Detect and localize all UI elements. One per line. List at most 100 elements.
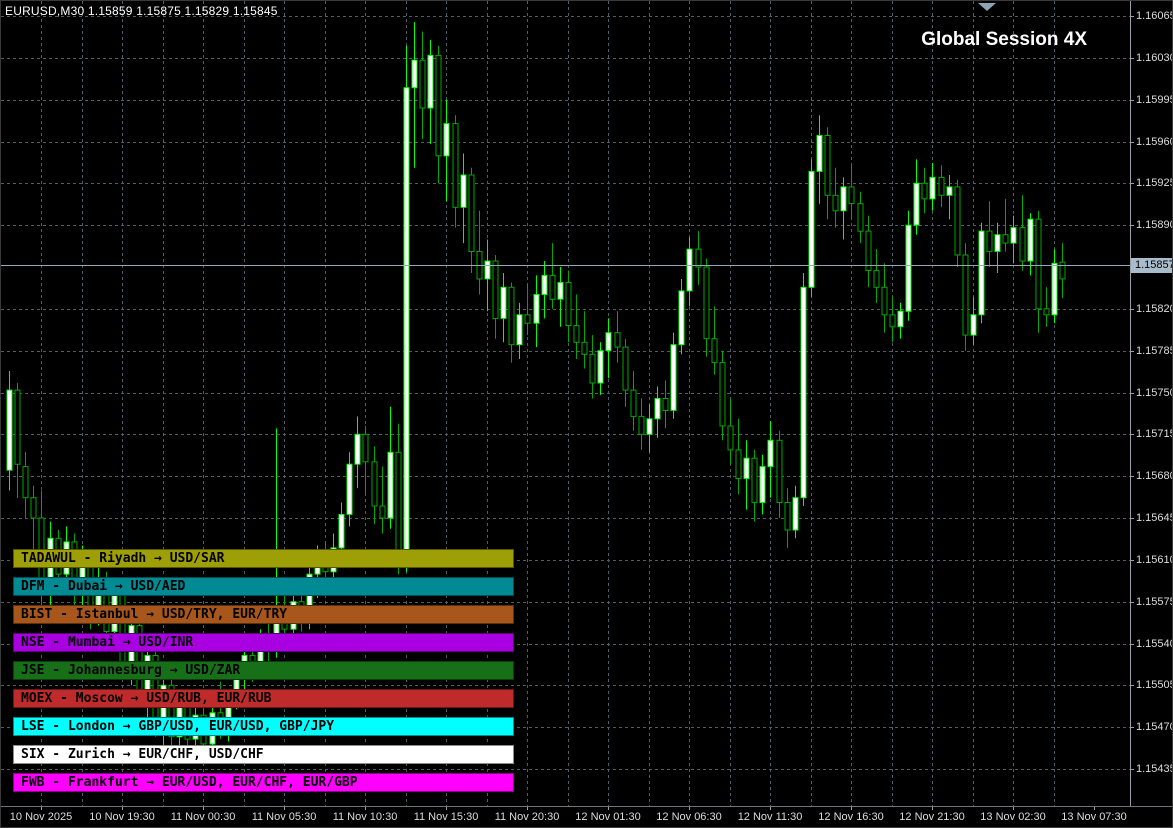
- time-axis-tick: [527, 807, 528, 810]
- candlestick-canvas[interactable]: [1, 1, 1130, 806]
- candle-body: [792, 497, 799, 531]
- candle-body: [662, 398, 669, 411]
- time-axis-tick: [689, 807, 690, 810]
- time-axis-label: 10 Nov 2025: [9, 811, 73, 823]
- session-bar-label: BIST - Istanbul → USD/TRY, EUR/TRY: [21, 607, 288, 622]
- price-axis-tick: [1131, 727, 1134, 728]
- price-axis-label: 1.15820: [1136, 303, 1173, 315]
- candle-body: [913, 182, 920, 226]
- time-axis[interactable]: 10 Nov 2025 10 Nov 19:30 11 Nov 00:30 11 No…: [1, 806, 1172, 827]
- candle-body: [776, 439, 783, 503]
- price-axis-label: 1.15435: [1136, 763, 1173, 775]
- bid-price-tag: 1.15857: [1131, 258, 1172, 273]
- time-axis-tick: [122, 807, 123, 810]
- session-bar-label: FWB - Frankfurt → EUR/USD, EUR/CHF, EUR/…: [21, 775, 358, 790]
- session-bar-moex[interactable]: MOEX - Moscow → USD/RUB, EUR/RUB: [13, 689, 514, 708]
- candle-body: [460, 174, 467, 208]
- candle-body: [670, 344, 677, 411]
- price-axis-tick: [1131, 602, 1134, 603]
- time-axis-label: 12 Nov 16:30: [818, 811, 884, 823]
- candle-body: [419, 59, 426, 109]
- price-axis[interactable]: 1.15857 1.16065 1.16030 1.15995 1.15960 1.15…: [1130, 1, 1173, 806]
- price-axis-label: 1.15925: [1136, 177, 1173, 189]
- session-bar-tadawul[interactable]: TADAWUL - Riyadh → USD/SAR: [13, 549, 514, 568]
- price-axis-label: 1.15470: [1136, 721, 1173, 733]
- candle-body: [581, 341, 588, 355]
- candle-body: [1059, 261, 1066, 280]
- candle-body: [719, 362, 726, 427]
- candle-body: [1035, 218, 1042, 310]
- candle-body: [767, 439, 774, 468]
- candle-body: [541, 274, 548, 295]
- time-axis-label: 11 Nov 05:30: [251, 811, 317, 823]
- price-axis-tick: [1131, 225, 1134, 226]
- session-bar-label: LSE - London → GBP/USD, EUR/USD, GBP/JPY: [21, 719, 335, 734]
- session-bar-lse[interactable]: LSE - London → GBP/USD, EUR/USD, GBP/JPY: [13, 717, 514, 736]
- session-bar-six[interactable]: SIX - Zurich → EUR/CHF, USD/CHF: [13, 745, 514, 764]
- candle-body: [986, 230, 993, 252]
- candle-body: [848, 186, 855, 205]
- session-bar-jse[interactable]: JSE - Johannesburg → USD/ZAR: [13, 661, 514, 680]
- candle-body: [379, 505, 386, 519]
- price-axis-tick: [1131, 769, 1134, 770]
- candle-body: [435, 54, 442, 157]
- price-axis-label: 1.15715: [1136, 428, 1173, 440]
- session-bar-label: SIX - Zurich → EUR/CHF, USD/CHF: [21, 747, 264, 762]
- candle-body: [395, 451, 402, 555]
- time-axis-label: 12 Nov 21:30: [899, 811, 965, 823]
- candle-body: [1027, 218, 1034, 262]
- candle-body: [978, 230, 985, 316]
- price-axis-tick: [1131, 309, 1134, 310]
- candle-body: [678, 290, 685, 346]
- price-axis-label: 1.15785: [1136, 345, 1173, 357]
- session-bar-label: JSE - Johannesburg → USD/ZAR: [21, 663, 241, 678]
- candle-body: [346, 463, 353, 515]
- price-axis-label: 1.16030: [1136, 52, 1173, 64]
- candle-body: [492, 260, 499, 319]
- candle-body: [962, 254, 969, 336]
- time-axis-tick: [446, 807, 447, 810]
- candle-body: [1043, 308, 1050, 316]
- session-bar-fwb[interactable]: FWB - Frankfurt → EUR/USD, EUR/CHF, EUR/…: [13, 773, 514, 792]
- price-axis-tick: [1131, 100, 1134, 101]
- candle-body: [508, 286, 515, 346]
- price-axis-label: 1.15750: [1136, 387, 1173, 399]
- candle-body: [727, 425, 734, 451]
- candle-body: [557, 282, 564, 300]
- candle-body: [30, 497, 37, 519]
- price-axis-label: 1.16065: [1136, 10, 1173, 22]
- candle-body: [14, 389, 21, 465]
- candle-body: [516, 314, 523, 346]
- session-panel: TADAWUL - Riyadh → USD/SAR DFM - Dubai → …: [1, 1, 1130, 806]
- candle-body: [452, 123, 459, 208]
- time-axis-tick: [203, 807, 204, 810]
- candle-body: [354, 433, 361, 465]
- candle-body: [784, 502, 791, 531]
- time-axis-tick: [41, 807, 42, 810]
- candle-body: [338, 513, 345, 549]
- candle-body: [614, 332, 621, 348]
- time-axis-tick: [1013, 807, 1014, 810]
- price-axis-tick: [1131, 393, 1134, 394]
- time-axis-label: 11 Nov 10:30: [332, 811, 398, 823]
- session-bar-nse[interactable]: NSE - Mumbai → USD/INR: [13, 633, 514, 652]
- time-axis-label: 11 Nov 00:30: [170, 811, 236, 823]
- price-axis-tick: [1131, 58, 1134, 59]
- candle-body: [371, 461, 378, 507]
- candle-body: [929, 176, 936, 200]
- candle-body: [387, 451, 394, 519]
- candle-body: [1002, 234, 1009, 244]
- price-chart[interactable]: TADAWUL - Riyadh → USD/SAR DFM - Dubai → …: [1, 1, 1130, 806]
- candle-body: [638, 415, 645, 435]
- candle-body: [1051, 262, 1058, 316]
- session-bar-dfm[interactable]: DFM - Dubai → USD/AED: [13, 577, 514, 596]
- candle-body: [889, 314, 896, 328]
- session-bar-bist[interactable]: BIST - Istanbul → USD/TRY, EUR/TRY: [13, 605, 514, 624]
- price-axis-tick: [1131, 644, 1134, 645]
- chart-shift-marker-icon[interactable]: [978, 3, 996, 11]
- time-axis-tick: [770, 807, 771, 810]
- candle-body: [686, 248, 693, 292]
- price-axis-tick: [1131, 351, 1134, 352]
- candle-body: [443, 123, 450, 157]
